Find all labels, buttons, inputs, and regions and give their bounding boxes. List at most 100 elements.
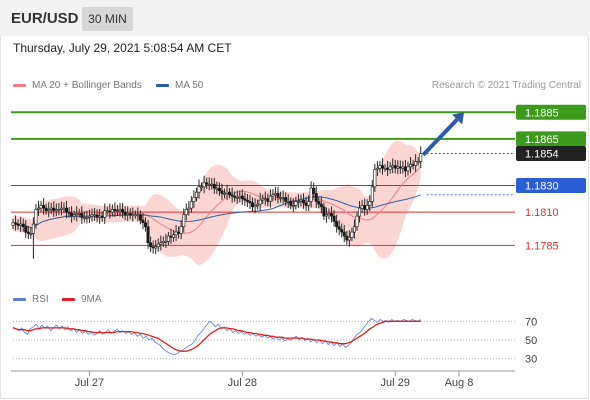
candle-body (26, 231, 30, 234)
candle-body (243, 198, 247, 201)
level-badge-1.1830 (516, 177, 586, 193)
candle-body (388, 166, 392, 170)
candle-body (123, 211, 127, 216)
candle-body (291, 205, 295, 207)
candle-body (77, 213, 81, 215)
level-badge-1.1865 (516, 131, 586, 147)
candle-body (194, 191, 198, 198)
candle-body (146, 226, 150, 244)
candle-body (248, 201, 252, 204)
candle-body (335, 221, 339, 228)
candle-body (258, 199, 262, 205)
timeframe-button[interactable]: 30 MIN (82, 7, 133, 31)
candle-body (164, 241, 168, 243)
candle-body (192, 197, 196, 202)
candle-body (42, 205, 46, 209)
candle-body (268, 195, 272, 202)
candle-body (386, 167, 390, 170)
rsi-tick-30: 30 (525, 354, 537, 366)
rsi-tick-50: 50 (525, 335, 537, 347)
candle-body (144, 222, 148, 228)
candle-body (189, 201, 193, 209)
legend-rsi: RSI (13, 294, 49, 305)
candle-body (62, 207, 66, 210)
candle-body (363, 205, 367, 210)
candle-body (54, 209, 58, 212)
candle-body (309, 187, 313, 202)
candle-body (110, 209, 114, 213)
x-tick-label: Jul 29 (381, 377, 410, 389)
x-tick-label: Aug 8 (445, 377, 474, 389)
candle-body (149, 242, 153, 248)
candle-body (80, 213, 84, 218)
candle-body (24, 226, 28, 233)
candle-body (205, 182, 209, 185)
chart-frame (0, 36, 589, 399)
candle-body (393, 165, 397, 169)
candle-body (49, 207, 53, 210)
legend-9ma-label: 9MA (81, 294, 102, 305)
candle-body (177, 231, 181, 234)
candle-body (317, 201, 321, 205)
candle-body (284, 197, 288, 202)
candle-body (197, 186, 201, 193)
candle-body (350, 231, 354, 238)
candle-body (210, 183, 214, 186)
candle-body (296, 201, 300, 203)
candle-body (172, 234, 176, 238)
candle-body (368, 201, 372, 206)
candle-body (380, 165, 384, 169)
candle-body (332, 215, 336, 222)
level-label-1.1865: 1.1865 (525, 134, 559, 146)
timestamp: Thursday, July 29, 2021 5:08:54 AM CET (13, 41, 232, 55)
candle-body (182, 214, 186, 228)
candle-body (126, 213, 130, 216)
candle-body (375, 167, 379, 170)
candle-body (358, 207, 362, 217)
candle-body (312, 187, 316, 194)
candle-body (307, 201, 311, 206)
candle-body (342, 231, 346, 237)
candle-body (95, 214, 99, 218)
candle-body (403, 166, 407, 172)
candle-body (266, 198, 270, 202)
candle-body (184, 209, 188, 216)
candle-body (301, 199, 305, 204)
candle-body (21, 223, 25, 228)
candle-body (141, 219, 145, 224)
candle-body (93, 214, 97, 217)
copyright-text: Research © 2021 Trading Central (431, 80, 581, 91)
candle-body (154, 246, 158, 249)
candle-body (151, 246, 155, 249)
level-label-1.1785: 1.1785 (525, 240, 559, 252)
rsi-series-9ma (12, 320, 421, 352)
candle-body (281, 197, 285, 199)
candle-body (179, 226, 183, 234)
candle-body (90, 214, 94, 217)
candle-body (401, 166, 405, 169)
level-label-1.1830: 1.1830 (525, 180, 559, 192)
legend-ma20: MA 20 + Bollinger Bands (13, 80, 142, 91)
level-label-1.1885: 1.1885 (525, 107, 559, 119)
legend-ma50-label: MA 50 (175, 80, 204, 91)
candle-body (105, 210, 109, 213)
candle-body (337, 226, 341, 230)
candle-body (19, 223, 23, 226)
candle-body (82, 217, 86, 219)
candle-body (85, 217, 89, 219)
candle-body (65, 207, 69, 213)
candle-body (370, 186, 374, 202)
candle-body (115, 210, 119, 213)
level-label-1.1854: 1.1854 (525, 149, 559, 161)
candle-body (347, 237, 351, 241)
candle-body (169, 235, 173, 238)
rsi-swatch (13, 297, 26, 301)
candle-body (233, 195, 237, 198)
candle-body (411, 163, 415, 166)
candle-body (159, 242, 163, 245)
candle-body (108, 210, 112, 213)
candle-body (57, 209, 61, 211)
candle-body (324, 214, 328, 217)
candle-body (113, 209, 117, 212)
